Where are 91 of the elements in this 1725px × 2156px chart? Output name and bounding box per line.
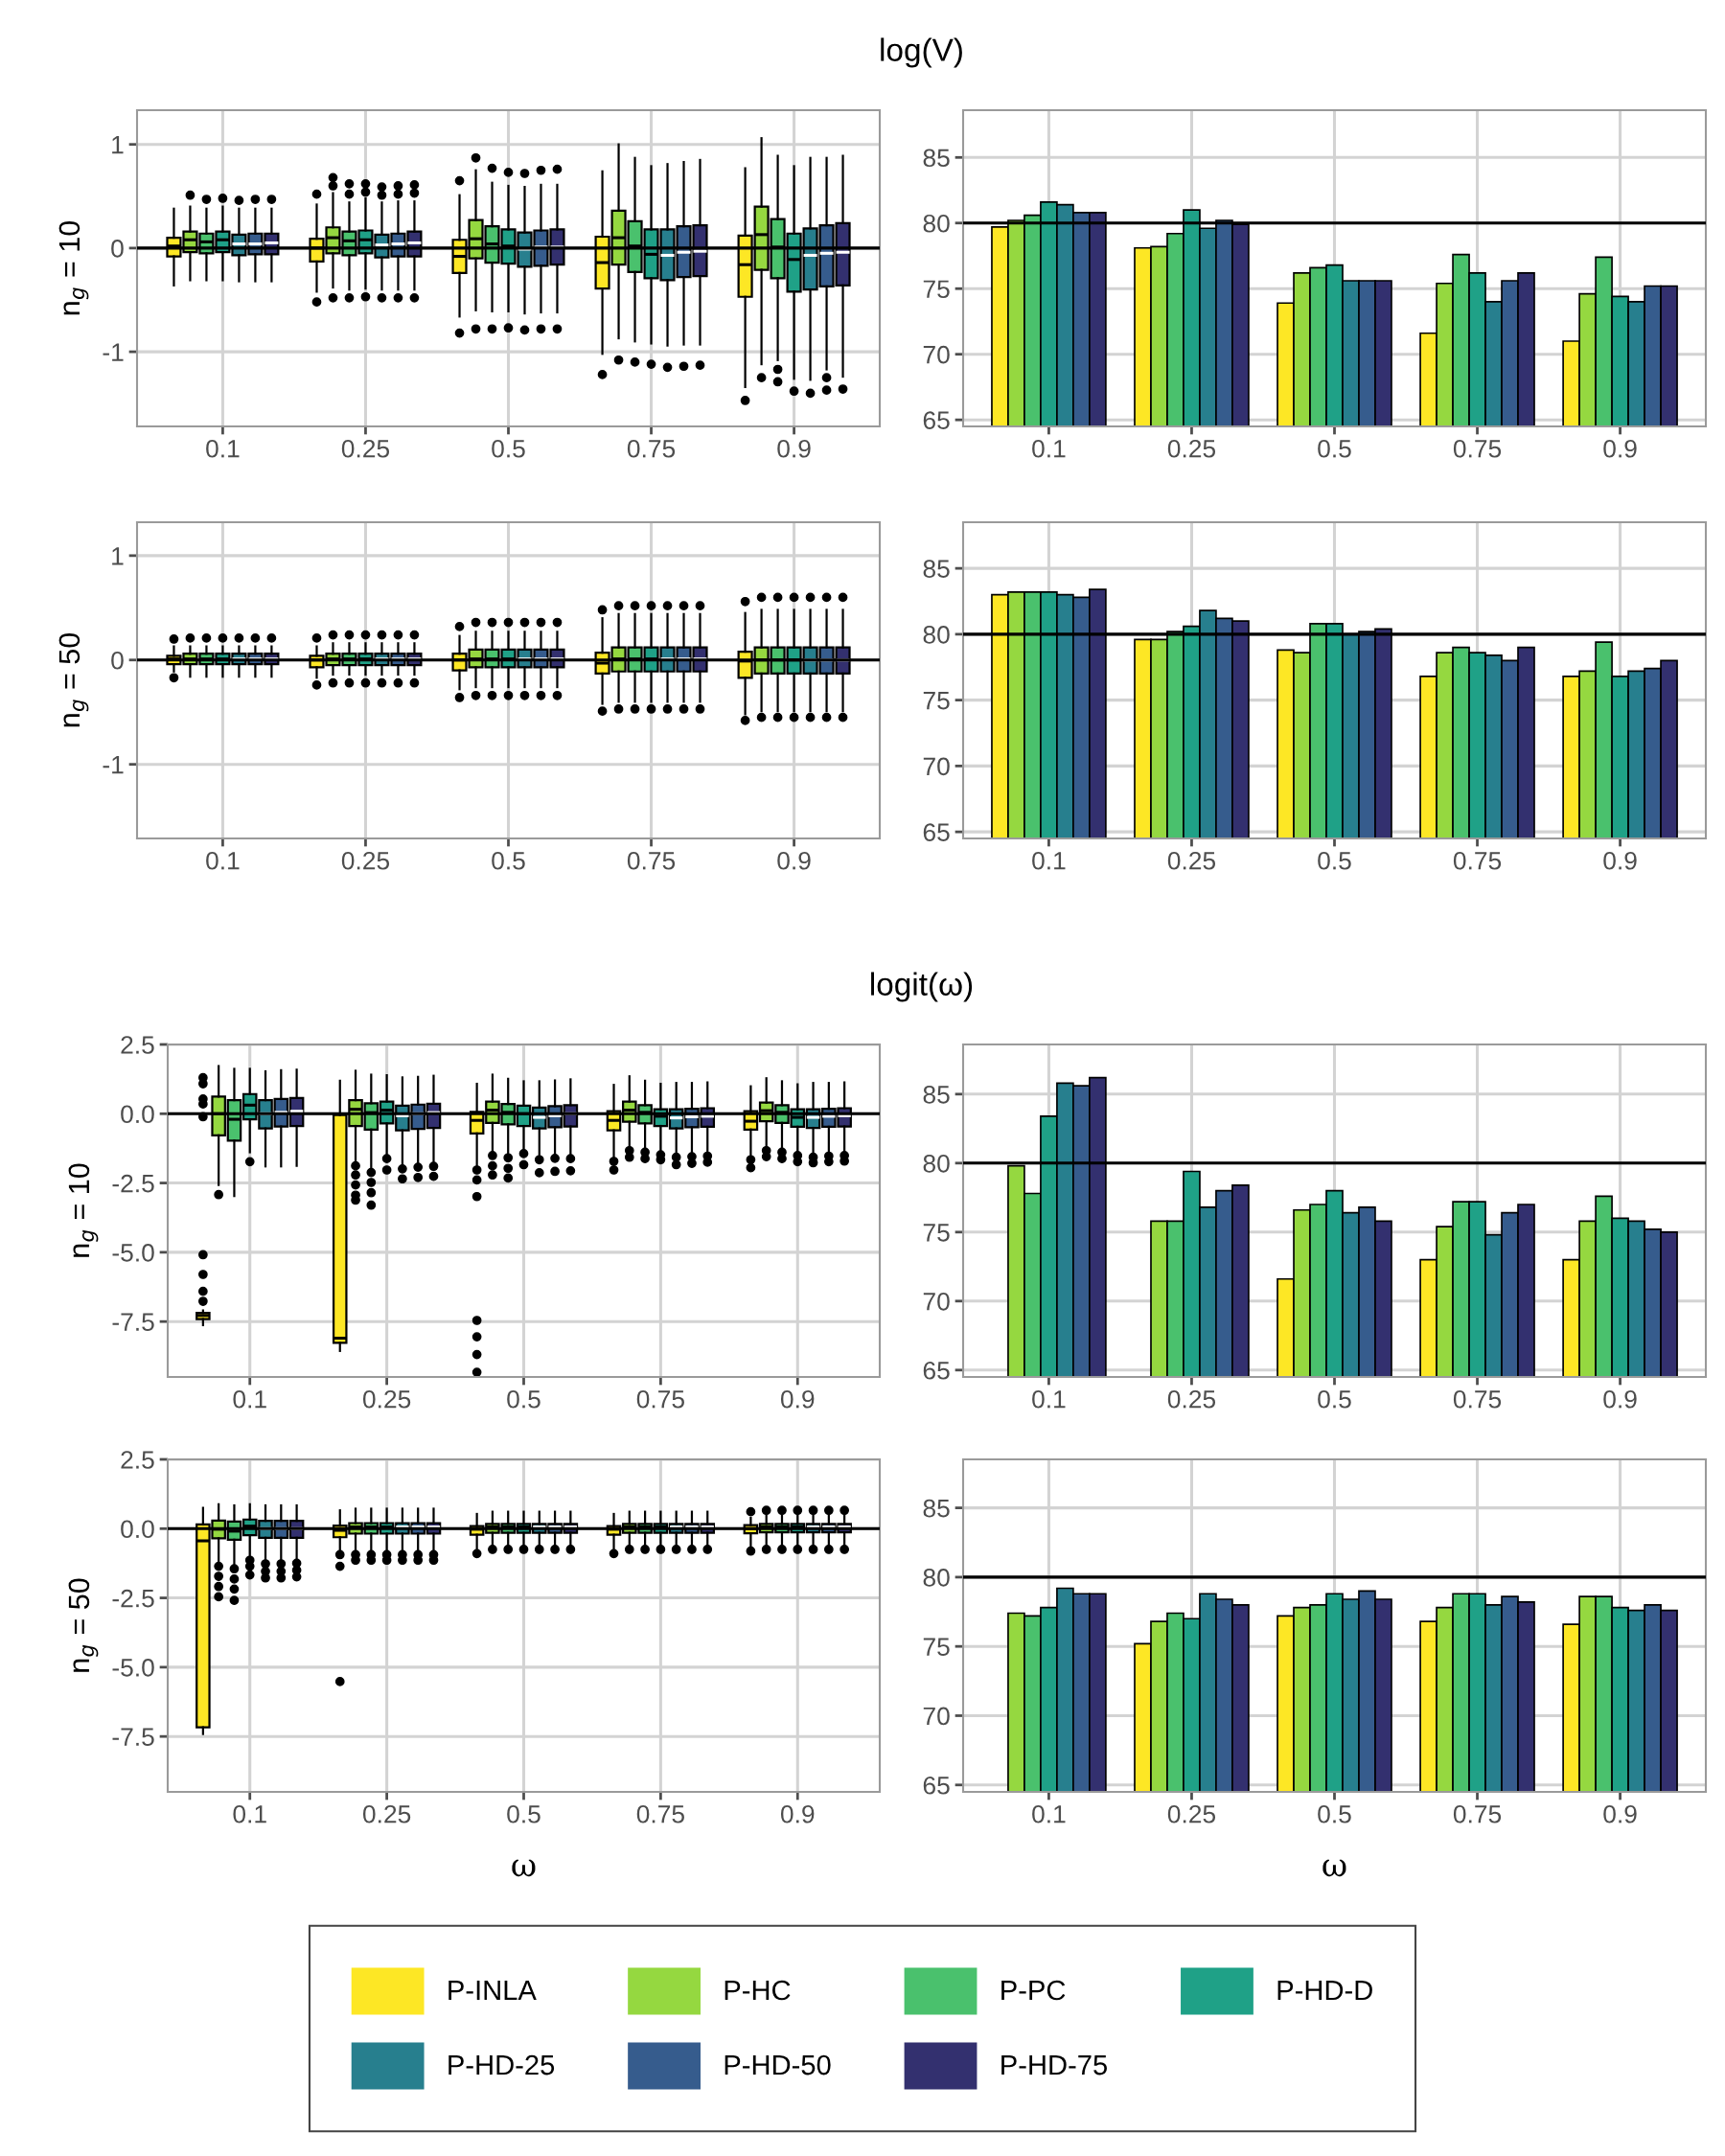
- y-tick-label: 65: [923, 823, 950, 841]
- x-tick-label: 0.5: [1318, 1804, 1351, 1823]
- y-tick-label: 70: [923, 1707, 950, 1726]
- y-tick-label: 85: [923, 1499, 950, 1518]
- x-tick-label: 0.1: [206, 439, 240, 458]
- y-axis-title: n$_{g}$ = 10: [58, 220, 89, 315]
- x-tick-label: 0.9: [1603, 1389, 1637, 1409]
- y-tick-label: -7.5: [112, 1728, 154, 1746]
- y-tick-label: -5.0: [112, 1244, 154, 1262]
- x-tick-label: 0.9: [777, 851, 811, 870]
- x-tick-label: 0.25: [1167, 1389, 1216, 1409]
- y-tick-label: 70: [923, 345, 950, 364]
- y-tick-label: 75: [923, 1638, 950, 1657]
- x-tick-label: 0.1: [233, 1804, 266, 1823]
- y-tick-label: 70: [923, 1292, 950, 1311]
- y-tick-label: 85: [923, 1085, 950, 1104]
- x-tick-label: 0.75: [1453, 1804, 1502, 1823]
- y-tick-label: 80: [923, 1569, 950, 1587]
- y-axis-title: n$_{g}$ = 50: [58, 632, 89, 727]
- y-tick-label: 75: [923, 280, 950, 299]
- x-tick-label: 0.5: [1318, 851, 1351, 870]
- x-tick-label: 0.25: [362, 1389, 411, 1409]
- legend-label: P-PC: [1001, 1980, 1066, 2001]
- legend-label: P-HD-25: [448, 2054, 555, 2076]
- x-tick-label: 0.1: [1032, 439, 1066, 458]
- x-axis-title: ω: [1322, 1859, 1346, 1877]
- y-tick-label: 80: [923, 1154, 950, 1173]
- y-tick-label: 70: [923, 757, 950, 776]
- x-axis-title: ω: [512, 1859, 536, 1877]
- y-tick-label: -7.5: [112, 1313, 154, 1331]
- x-tick-label: 0.25: [341, 851, 390, 870]
- x-tick-label: 0.5: [492, 851, 525, 870]
- y-axis-title: n$_{g}$ = 50: [68, 1578, 99, 1672]
- y-tick-label: 1: [112, 136, 124, 154]
- y-tick-label: 75: [923, 1224, 950, 1242]
- x-tick-label: 0.5: [1318, 439, 1351, 458]
- legend-label: P-HD-50: [724, 2054, 831, 2076]
- y-tick-label: 80: [923, 214, 950, 233]
- y-tick-label: 0.0: [121, 1105, 154, 1124]
- y-tick-label: 65: [923, 1361, 950, 1380]
- x-tick-label: 0.25: [1167, 851, 1216, 870]
- x-tick-label: 0.25: [341, 439, 390, 458]
- chart-title: logit(ω): [871, 972, 973, 1002]
- x-tick-label: 0.9: [780, 1389, 815, 1409]
- y-tick-label: 0: [111, 240, 124, 258]
- legend-label: P-HD-D: [1277, 1981, 1372, 2001]
- x-tick-label: 0.75: [1453, 851, 1502, 870]
- legend-label: P-HC: [724, 1980, 791, 2001]
- y-tick-label: 80: [923, 626, 950, 644]
- x-tick-label: 0.9: [1603, 1804, 1637, 1823]
- x-tick-label: 0.9: [780, 1804, 815, 1823]
- y-tick-label: 65: [923, 411, 950, 429]
- x-tick-label: 0.5: [1318, 1389, 1351, 1409]
- x-tick-label: 0.75: [1453, 439, 1502, 458]
- x-tick-label: 0.75: [636, 1804, 684, 1823]
- x-tick-label: 0.5: [507, 1804, 540, 1823]
- x-tick-label: 0.5: [492, 439, 525, 458]
- y-axis-title: n$_{g}$ = 10: [68, 1163, 99, 1257]
- x-tick-label: 0.5: [507, 1389, 540, 1409]
- x-tick-label: 0.9: [1603, 851, 1637, 870]
- x-tick-label: 0.1: [206, 851, 240, 870]
- x-tick-label: 0.75: [636, 1389, 684, 1409]
- y-tick-label: 1: [112, 547, 124, 565]
- y-tick-label: 85: [923, 149, 950, 168]
- y-tick-label: 75: [923, 692, 950, 710]
- y-tick-label: 2.5: [121, 1451, 154, 1469]
- x-tick-label: 0.75: [1453, 1389, 1502, 1409]
- y-tick-label: 85: [923, 560, 950, 578]
- x-tick-label: 0.9: [1603, 439, 1637, 458]
- x-tick-label: 0.25: [1167, 439, 1216, 458]
- y-tick-label: 0.0: [121, 1520, 154, 1539]
- y-tick-label: -2.5: [112, 1174, 154, 1193]
- x-tick-label: 0.1: [1032, 851, 1066, 870]
- y-tick-label: -5.0: [112, 1659, 154, 1677]
- legend-label: P-INLA: [448, 1981, 537, 2001]
- x-tick-label: 0.25: [1167, 1804, 1216, 1823]
- y-tick-label: 2.5: [121, 1036, 154, 1054]
- x-tick-label: 0.1: [1032, 1804, 1066, 1823]
- chart-title: log(V): [881, 37, 962, 68]
- x-tick-label: 0.9: [777, 439, 811, 458]
- x-tick-label: 0.25: [362, 1804, 411, 1823]
- y-tick-label: 65: [923, 1776, 950, 1795]
- x-tick-label: 0.1: [233, 1389, 266, 1409]
- y-tick-label: -2.5: [112, 1589, 154, 1608]
- y-tick-label: -1: [103, 343, 124, 361]
- x-tick-label: 0.1: [1032, 1389, 1066, 1409]
- legend-label: P-HD-75: [1001, 2055, 1107, 2076]
- y-tick-label: 0: [111, 651, 124, 670]
- y-tick-label: -1: [103, 756, 124, 774]
- x-tick-label: 0.75: [627, 439, 676, 458]
- x-tick-label: 0.75: [627, 851, 676, 870]
